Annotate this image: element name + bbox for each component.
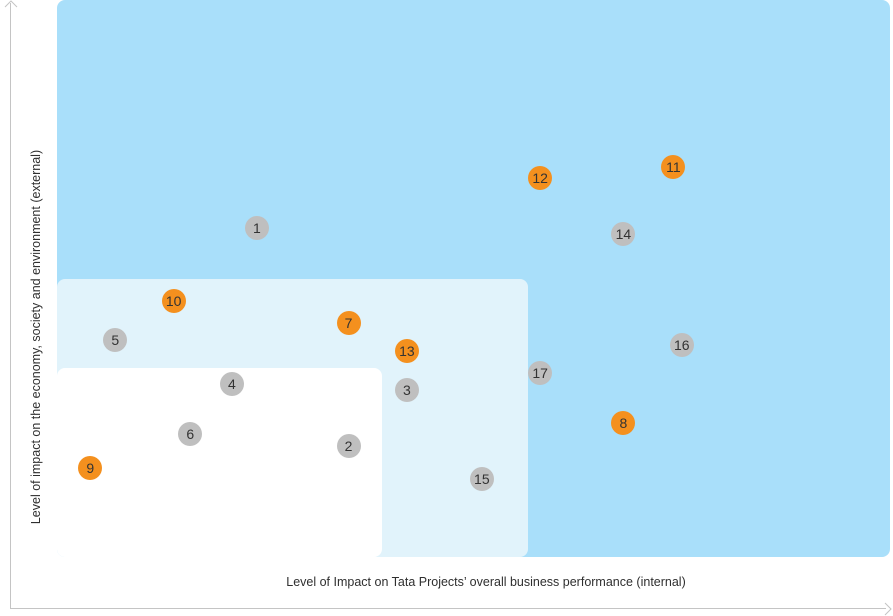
data-point-7: 7 bbox=[336, 311, 361, 336]
data-point-10: 10 bbox=[161, 288, 186, 313]
data-point-4: 4 bbox=[219, 372, 244, 397]
x-axis-line bbox=[10, 608, 886, 609]
y-axis-line bbox=[10, 3, 11, 609]
data-point-8: 8 bbox=[611, 411, 636, 436]
data-point-9: 9 bbox=[78, 455, 103, 480]
data-point-16: 16 bbox=[669, 333, 694, 358]
data-point-13: 13 bbox=[394, 338, 419, 363]
data-point-11: 11 bbox=[661, 155, 686, 180]
x-axis-arrow-icon bbox=[884, 602, 892, 616]
data-point-5: 5 bbox=[103, 327, 128, 352]
data-point-6: 6 bbox=[178, 422, 203, 447]
data-point-15: 15 bbox=[469, 467, 494, 492]
data-point-14: 14 bbox=[611, 221, 636, 246]
y-axis-arrow-icon bbox=[4, 0, 18, 8]
y-axis-label: Level of impact on the economy, society … bbox=[29, 149, 43, 525]
data-point-12: 12 bbox=[528, 166, 553, 191]
zone-low bbox=[57, 367, 382, 557]
x-axis-label: Level of Impact on Tata Projects’ overal… bbox=[286, 575, 686, 589]
data-point-17: 17 bbox=[528, 361, 553, 386]
data-point-3: 3 bbox=[394, 377, 419, 402]
data-point-2: 2 bbox=[336, 433, 361, 458]
data-point-1: 1 bbox=[244, 216, 269, 241]
